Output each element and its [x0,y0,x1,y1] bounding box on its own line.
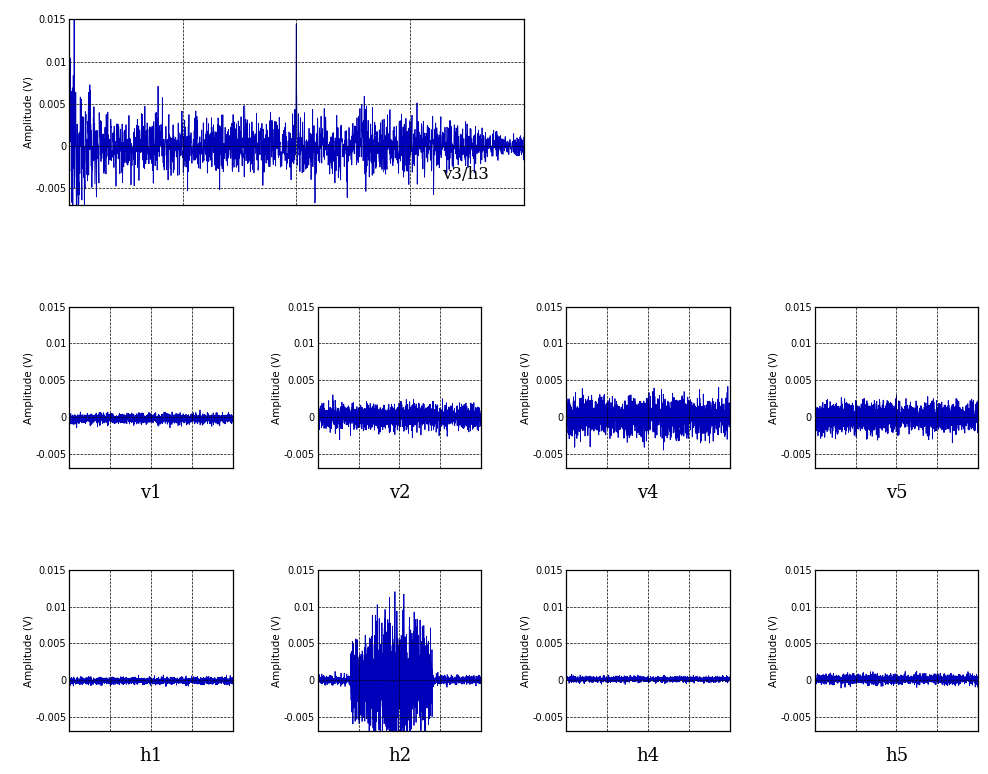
Y-axis label: Amplitude (V): Amplitude (V) [24,351,34,423]
X-axis label: h2: h2 [388,747,411,765]
Y-axis label: Amplitude (V): Amplitude (V) [24,615,34,687]
Y-axis label: Amplitude (V): Amplitude (V) [24,76,34,148]
X-axis label: h4: h4 [636,747,659,765]
X-axis label: v4: v4 [637,484,659,502]
Y-axis label: Amplitude (V): Amplitude (V) [273,351,283,423]
Text: v3/h3: v3/h3 [442,166,489,183]
Y-axis label: Amplitude (V): Amplitude (V) [273,615,283,687]
Y-axis label: Amplitude (V): Amplitude (V) [770,615,780,687]
X-axis label: v5: v5 [885,484,907,502]
Y-axis label: Amplitude (V): Amplitude (V) [770,351,780,423]
X-axis label: v1: v1 [140,484,162,502]
Y-axis label: Amplitude (V): Amplitude (V) [521,615,531,687]
X-axis label: v2: v2 [388,484,410,502]
X-axis label: h5: h5 [885,747,908,765]
Y-axis label: Amplitude (V): Amplitude (V) [521,351,531,423]
X-axis label: h1: h1 [139,747,163,765]
